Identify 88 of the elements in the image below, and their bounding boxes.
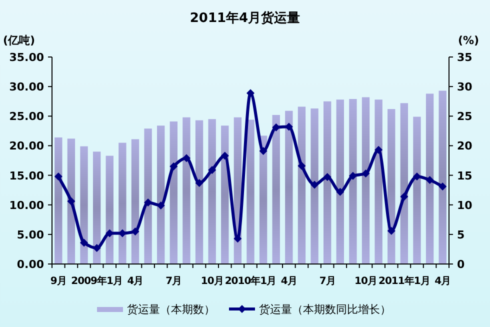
x-tick-label: 10月 bbox=[354, 276, 377, 287]
bar bbox=[118, 142, 126, 264]
y-tick-label: 0.00 bbox=[16, 258, 44, 271]
bar bbox=[438, 90, 446, 264]
bar bbox=[208, 119, 216, 264]
point bbox=[374, 146, 383, 154]
bar bbox=[67, 138, 76, 264]
y-axis-title: (亿吨) bbox=[3, 34, 36, 47]
y2-tick-label: 0 bbox=[457, 258, 465, 271]
x-tick-label: 7月 bbox=[319, 276, 336, 287]
bar bbox=[426, 94, 434, 264]
point bbox=[182, 154, 190, 162]
point bbox=[220, 152, 229, 160]
y2-tick-label: 15 bbox=[457, 169, 472, 182]
bar bbox=[92, 152, 101, 264]
x-tick-label: 2010年1月 bbox=[224, 275, 276, 287]
x-tick-label: 4月 bbox=[280, 276, 297, 287]
bar bbox=[362, 97, 370, 264]
y-tick-label: 15.00 bbox=[9, 169, 44, 182]
point bbox=[400, 192, 408, 201]
point bbox=[362, 170, 370, 178]
bar bbox=[144, 128, 152, 264]
bar bbox=[285, 110, 293, 264]
point bbox=[323, 173, 332, 182]
point bbox=[298, 162, 306, 170]
bar bbox=[80, 146, 88, 264]
y2-tick-label: 35 bbox=[457, 51, 472, 64]
legend-label: 货运量（本期数） bbox=[127, 303, 215, 316]
point bbox=[426, 176, 434, 184]
bar bbox=[221, 126, 229, 264]
y2-tick-label: 5 bbox=[457, 228, 465, 242]
bar bbox=[374, 100, 382, 264]
chart-title: 2011年4月货运量 bbox=[190, 10, 300, 26]
bar bbox=[54, 137, 62, 264]
point bbox=[336, 188, 344, 196]
bar bbox=[323, 101, 332, 264]
x-tick-label: 4月 bbox=[127, 276, 144, 287]
x-tick-label: 2011年1月 bbox=[378, 275, 430, 287]
point bbox=[67, 197, 76, 206]
point bbox=[412, 172, 421, 180]
point bbox=[310, 180, 319, 189]
point bbox=[438, 182, 447, 191]
y2-axis-title: (%) bbox=[458, 34, 480, 47]
bar bbox=[272, 114, 280, 264]
bar bbox=[246, 120, 254, 264]
x-tick-label: 10月 bbox=[200, 276, 224, 287]
x-tick-label: 9月 bbox=[50, 276, 66, 287]
y-tick-label: 25.00 bbox=[9, 110, 44, 124]
point bbox=[208, 166, 216, 174]
y2-tick-label: 25 bbox=[457, 110, 472, 124]
point bbox=[80, 238, 88, 247]
bar bbox=[298, 106, 306, 264]
bar bbox=[349, 98, 357, 264]
bar bbox=[336, 100, 344, 264]
point bbox=[234, 234, 242, 243]
point bbox=[387, 226, 396, 235]
point bbox=[54, 172, 62, 180]
bar bbox=[106, 156, 114, 264]
x-tick-label: 2009年1月 bbox=[71, 275, 122, 287]
x-tick-label: 7月 bbox=[166, 276, 182, 287]
point bbox=[246, 89, 254, 98]
bar bbox=[131, 139, 140, 264]
point bbox=[259, 147, 268, 156]
bar bbox=[400, 103, 408, 264]
point bbox=[92, 244, 101, 252]
bar bbox=[259, 136, 268, 264]
y-tick-label: 20.00 bbox=[9, 140, 44, 153]
point bbox=[131, 227, 140, 236]
legend-label: 货运量（本期数同比增长） bbox=[259, 303, 391, 316]
bar bbox=[413, 116, 421, 264]
point bbox=[170, 162, 178, 170]
y-tick-label: 5.00 bbox=[16, 228, 44, 242]
bar bbox=[310, 108, 318, 264]
bar bbox=[182, 117, 190, 264]
point bbox=[156, 201, 165, 210]
y2-tick-label: 20 bbox=[457, 140, 473, 153]
bar bbox=[388, 109, 396, 264]
bar bbox=[170, 121, 178, 264]
bar bbox=[157, 126, 165, 264]
y-tick-label: 10.00 bbox=[9, 198, 44, 212]
bar bbox=[195, 120, 204, 264]
y-tick-label: 30.00 bbox=[9, 80, 44, 94]
x-tick-label: 4月 bbox=[434, 276, 451, 287]
y-tick-label: 35.00 bbox=[9, 51, 44, 64]
y2-tick-label: 10 bbox=[457, 198, 473, 212]
y2-tick-label: 30 bbox=[457, 80, 473, 94]
point bbox=[195, 178, 204, 187]
point bbox=[348, 172, 357, 180]
